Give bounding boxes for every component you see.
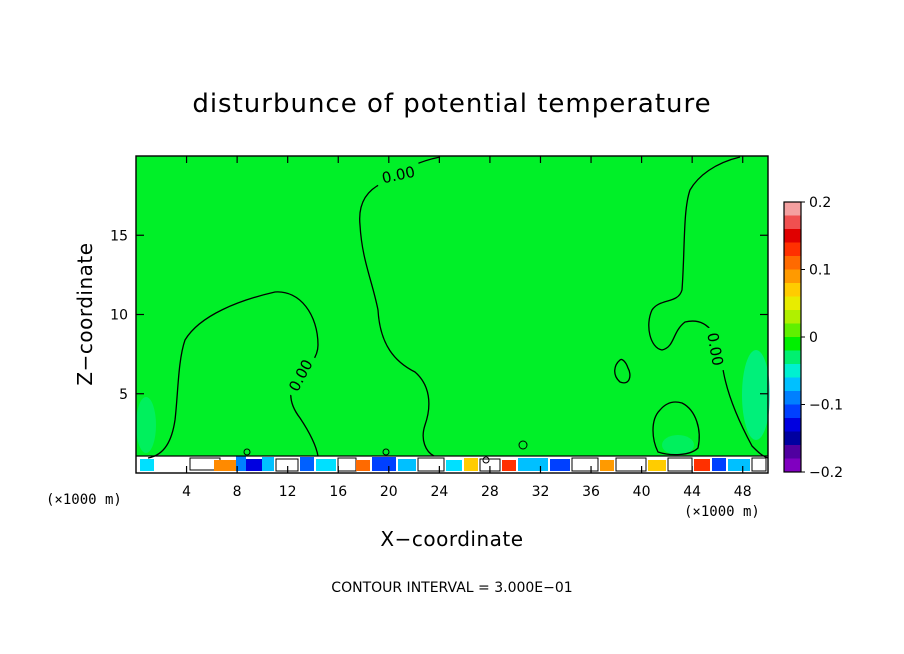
colorbar-tick-label: −0.1 bbox=[809, 398, 843, 414]
colorbar-swatch bbox=[784, 202, 801, 216]
y-tick-label: 10 bbox=[110, 308, 128, 324]
colorbar-tick-label: 0.2 bbox=[809, 195, 831, 211]
colorbar-swatch bbox=[784, 364, 801, 378]
x-tick-label: 36 bbox=[582, 484, 600, 500]
colorbar-swatch bbox=[784, 404, 801, 419]
colorbar-tick-label: 0 bbox=[809, 330, 818, 346]
cyan-patch bbox=[742, 350, 770, 440]
x-axis-label: X−coordinate bbox=[380, 527, 523, 551]
colorbar-swatch bbox=[784, 418, 801, 432]
x-tick-label: 20 bbox=[380, 484, 398, 500]
contour-interval-caption: CONTOUR INTERVAL = 3.000E−01 bbox=[331, 580, 572, 596]
x-tick-label: 16 bbox=[329, 484, 347, 500]
colorbar-swatch bbox=[784, 269, 801, 284]
y-tick-label: 15 bbox=[110, 228, 128, 244]
colorbar-swatch bbox=[784, 350, 801, 365]
colorbar-swatch bbox=[784, 256, 801, 270]
x-tick-marks: 4 8 12 16 20 24 28 32 36 40 44 48 bbox=[182, 156, 752, 500]
x-tick-label: 28 bbox=[481, 484, 499, 500]
y-tick-marks: 5 10 15 bbox=[110, 228, 768, 403]
colorbar-swatch bbox=[784, 391, 801, 405]
x-tick-label: 32 bbox=[532, 484, 550, 500]
contour-label: 0.00 bbox=[703, 331, 727, 367]
colorbar-tick-label: 0.1 bbox=[809, 263, 831, 279]
colorbar-swatch bbox=[784, 283, 801, 297]
colorbar-tick-label: −0.2 bbox=[809, 465, 843, 481]
x-tick-label: 4 bbox=[182, 484, 191, 500]
colorbar-swatch bbox=[784, 458, 801, 473]
surface-layer-band bbox=[136, 440, 768, 473]
colorbar-swatch bbox=[784, 337, 801, 351]
colorbar-swatch bbox=[784, 445, 801, 459]
cyan-patch bbox=[136, 397, 156, 453]
colorbar-swatch bbox=[784, 310, 801, 324]
colorbar-swatch bbox=[784, 215, 801, 230]
x-tick-label: 12 bbox=[279, 484, 297, 500]
x-tick-label: 48 bbox=[734, 484, 752, 500]
colorbar-swatch bbox=[784, 296, 801, 311]
x-tick-label: 44 bbox=[683, 484, 701, 500]
colorbar-ticks: 0.2 0.1 0 −0.1 −0.2 bbox=[801, 195, 843, 481]
cyan-patch bbox=[662, 435, 694, 455]
x-unit-label-left: (×1000 m) bbox=[46, 492, 122, 508]
colorbar-swatch bbox=[784, 377, 801, 392]
chart-title: disturbunce of potential temperature bbox=[192, 89, 711, 119]
colorbar-swatch bbox=[784, 323, 801, 338]
y-axis-label: Z−coordinate bbox=[73, 242, 97, 385]
colorbar bbox=[783, 201, 802, 473]
plot-field bbox=[136, 156, 768, 473]
x-unit-label-right: (×1000 m) bbox=[684, 504, 760, 520]
x-tick-label: 40 bbox=[633, 484, 651, 500]
colorbar-swatch bbox=[784, 431, 801, 446]
colorbar-swatch bbox=[784, 242, 801, 257]
x-tick-label: 8 bbox=[233, 484, 242, 500]
x-tick-label: 24 bbox=[430, 484, 448, 500]
colorbar-swatch bbox=[784, 229, 801, 243]
y-tick-label: 5 bbox=[119, 387, 128, 403]
